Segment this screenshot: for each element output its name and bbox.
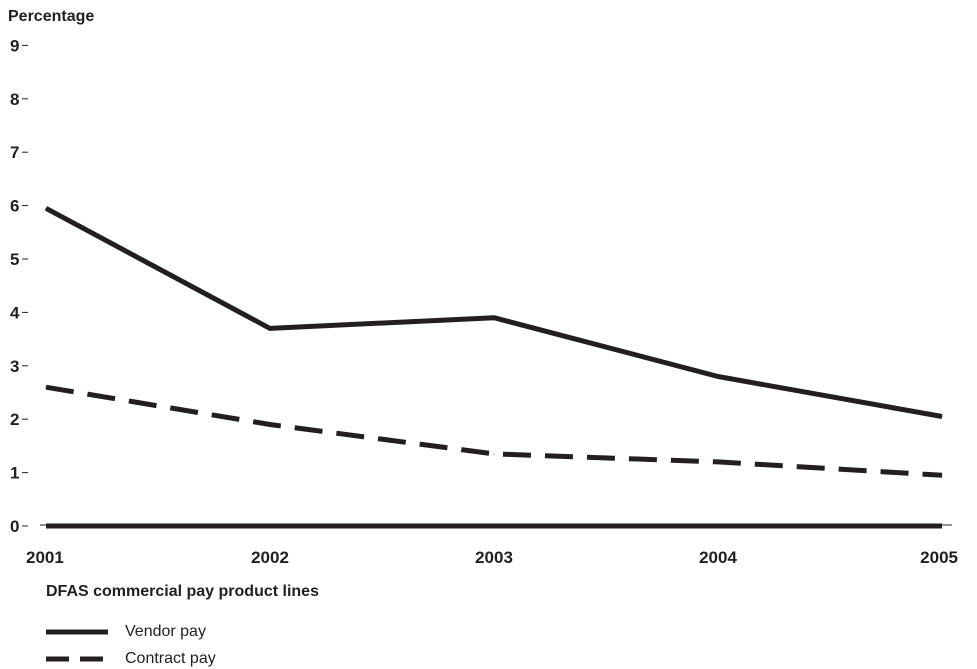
series-line-contract-pay xyxy=(45,384,943,478)
x-tick-label-2002: 2002 xyxy=(251,548,289,567)
data-point-contract-pay-2002 xyxy=(269,424,271,426)
y-tick-label-0: 0 xyxy=(10,517,19,536)
data-point-contract-pay-2001 xyxy=(45,386,47,388)
data-point-contract-pay-2005 xyxy=(941,474,943,476)
series-line-vendor-pay xyxy=(44,206,943,419)
x-tick-label-2004: 2004 xyxy=(699,548,737,567)
data-point-vendor-pay-2001 xyxy=(45,207,47,209)
x-tick-label-2003: 2003 xyxy=(475,548,513,567)
y-axis-ticks: 0 1 2 3 4 5 6 7 8 9 xyxy=(10,36,28,536)
legend-item-contract-pay: Contract pay xyxy=(46,650,216,667)
y-tick-label-1: 1 xyxy=(10,464,19,483)
x-tick-label-2005: 2005 xyxy=(920,548,958,567)
data-point-contract-pay-2004 xyxy=(717,461,719,463)
x-tick-label-2001: 2001 xyxy=(26,548,64,567)
y-tick-label-9: 9 xyxy=(10,36,19,55)
legend-title: DFAS commercial pay product lines xyxy=(46,583,319,600)
legend-label-contract-pay: Contract pay xyxy=(125,650,216,667)
series-layer xyxy=(44,206,943,478)
y-tick-label-6: 6 xyxy=(10,197,19,216)
x-axis-ticks: 2001 2002 2003 2004 2005 xyxy=(26,548,958,567)
legend-item-vendor-pay: Vendor pay xyxy=(46,623,206,640)
y-tick-label-3: 3 xyxy=(10,357,19,376)
y-tick-label-7: 7 xyxy=(10,143,19,162)
data-point-contract-pay-2003 xyxy=(493,453,495,455)
legend-label-vendor-pay: Vendor pay xyxy=(125,623,206,640)
data-point-vendor-pay-2002 xyxy=(269,327,271,329)
y-tick-label-4: 4 xyxy=(10,303,20,322)
data-point-vendor-pay-2004 xyxy=(717,375,719,377)
data-point-vendor-pay-2005 xyxy=(941,416,943,418)
y-tick-label-8: 8 xyxy=(10,90,19,109)
y-axis-title: Percentage xyxy=(8,8,94,25)
y-tick-label-2: 2 xyxy=(10,410,19,429)
data-point-vendor-pay-2003 xyxy=(493,317,495,319)
y-tick-label-5: 5 xyxy=(10,250,19,269)
